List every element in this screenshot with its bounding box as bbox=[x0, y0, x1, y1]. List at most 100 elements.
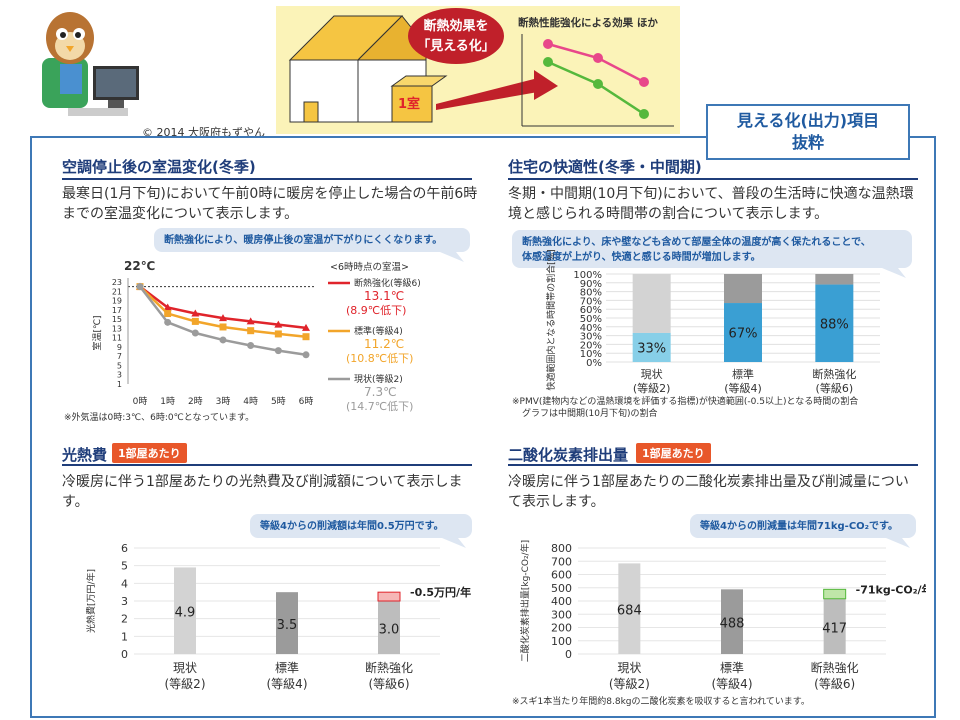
banner-bubble-line2: 「見える化」 bbox=[417, 38, 495, 54]
data-point bbox=[246, 317, 255, 325]
mieru-line2: 抜粋 bbox=[791, 133, 824, 152]
x-tick-label: (等級4) bbox=[712, 677, 753, 691]
energy-cost-tag: 1部屋あたり bbox=[112, 443, 187, 463]
content-frame bbox=[30, 136, 936, 718]
copyright-text: © 2014 大阪府もずやん bbox=[142, 126, 265, 139]
y-tick-label: 500 bbox=[551, 582, 572, 595]
y-tick-label: 5 bbox=[121, 560, 128, 573]
banner-bubble-line1: 断熱効果を bbox=[423, 18, 488, 34]
data-label: 3.5 bbox=[277, 618, 298, 633]
reduction-segment bbox=[823, 588, 847, 600]
y-tick-label: 90% bbox=[580, 279, 602, 290]
data-label: 67% bbox=[729, 327, 758, 342]
co2-callout-text: 等級4からの削減量は年間71kg-CO₂です。 bbox=[700, 519, 898, 532]
data-point bbox=[191, 317, 199, 325]
bar bbox=[276, 592, 298, 654]
x-tick-label: 標準 bbox=[732, 367, 754, 381]
y-tick-label: 30% bbox=[580, 332, 602, 343]
room-temp-desc: 最寒日(1月下旬)において午前0時に暖房を停止した場合の午前6時までの室温変化に… bbox=[62, 186, 478, 222]
x-tick-label: 断熱強化 bbox=[811, 660, 859, 675]
energy-cost-rule bbox=[62, 464, 472, 466]
x-tick-label: (等級2) bbox=[165, 677, 206, 691]
energy-cost-callout: 等級4からの削減額は年間0.5万円です。 bbox=[250, 514, 472, 548]
legend-header: <6時時点の室温> bbox=[330, 261, 409, 273]
room-temp-rule bbox=[62, 178, 472, 180]
legend-end-drop: (8.9℃低下) bbox=[346, 304, 406, 317]
y-tick-label: 40% bbox=[580, 323, 602, 334]
mieru-line1: 見える化(出力)項目 bbox=[736, 111, 880, 130]
data-point bbox=[191, 309, 200, 317]
y-tick-label: 3 bbox=[117, 371, 122, 380]
insulation-banner: 1室 断熱効果を 「見える化」 断熱性能強化による効果 ほか bbox=[276, 6, 680, 134]
room-temp-title: 空調停止後の室温変化(冬季) bbox=[62, 158, 256, 176]
y-tick-label: 9 bbox=[117, 343, 122, 352]
bar bbox=[724, 303, 762, 362]
bar bbox=[632, 332, 671, 362]
data-point bbox=[219, 314, 227, 322]
mieru-output-box: 見える化(出力)項目 抜粋 bbox=[706, 104, 910, 160]
x-tick-label: 断熱強化 bbox=[365, 660, 413, 675]
y-tick-label: 700 bbox=[551, 555, 572, 568]
y-tick-label: 6 bbox=[121, 542, 128, 555]
y-tick-label: 4 bbox=[121, 577, 128, 590]
energy-cost-callout-text: 等級4からの削減額は年間0.5万円です。 bbox=[260, 519, 444, 532]
bar-remainder bbox=[724, 274, 762, 304]
y-tick-label: 7 bbox=[117, 352, 122, 361]
data-label: 417 bbox=[822, 621, 847, 636]
comfort-footnote-2: グラフは中間期(10月下旬)の割合 bbox=[522, 409, 658, 419]
y-tick-label: 100% bbox=[573, 270, 602, 281]
data-point bbox=[163, 303, 172, 311]
y-tick-label: 13 bbox=[112, 324, 122, 333]
co2-chart: 等級4からの削減量は年間71kg-CO₂です。01002003004005006… bbox=[519, 514, 926, 691]
data-point bbox=[191, 329, 199, 337]
bar bbox=[815, 284, 854, 362]
x-tick-label: (等級6) bbox=[814, 677, 855, 691]
data-point bbox=[274, 330, 282, 338]
y-tick-label: 70% bbox=[580, 296, 602, 307]
room-label: 1室 bbox=[398, 96, 420, 112]
mascot-illustration bbox=[42, 12, 139, 116]
y-tick-label: 800 bbox=[551, 542, 572, 555]
y-tick-label: 10% bbox=[580, 349, 602, 360]
bar bbox=[823, 598, 846, 654]
room-temp-callout-text: 断熱強化により、暖房停止後の室温が下がりにくくなります。 bbox=[164, 233, 442, 246]
y-axis-label: 快適範囲内となる時間帯の割合[%] bbox=[545, 249, 557, 390]
energy-cost-title: 光熱費 bbox=[62, 446, 108, 464]
x-tick-label: (等級6) bbox=[816, 381, 854, 395]
y-tick-label: 1 bbox=[117, 380, 122, 389]
x-tick-label: (等級2) bbox=[609, 677, 650, 691]
y-tick-label: 19 bbox=[112, 297, 122, 306]
y-tick-label: 0% bbox=[586, 358, 602, 369]
x-tick-label: (等級2) bbox=[633, 381, 671, 395]
bar bbox=[174, 567, 196, 654]
x-tick-label: 5時 bbox=[271, 396, 286, 407]
data-label: 684 bbox=[617, 604, 642, 619]
y-tick-label: 300 bbox=[551, 608, 572, 621]
data-label: 33% bbox=[637, 341, 666, 356]
y-tick-label: 17 bbox=[112, 306, 122, 315]
co2-desc: 冷暖房に伴う1部屋あたりの二酸化炭素排出量及び削減量について表示します。 bbox=[508, 474, 909, 510]
y-tick-label: 15 bbox=[112, 315, 122, 324]
y-tick-label: 80% bbox=[580, 288, 602, 299]
legend-entry: 標準(等級4) bbox=[354, 325, 403, 337]
bar-remainder bbox=[815, 274, 854, 285]
y-tick-label: 400 bbox=[551, 595, 572, 608]
x-tick-label: 断熱強化 bbox=[812, 367, 856, 381]
y-tick-label: 11 bbox=[112, 334, 122, 343]
y-axis-label: 二酸化炭素排出量[kg-CO₂/年] bbox=[519, 540, 531, 662]
data-label: 4.9 bbox=[175, 606, 196, 621]
data-point bbox=[247, 327, 255, 335]
data-point bbox=[302, 323, 310, 331]
data-label: 488 bbox=[720, 617, 745, 632]
room-temp-callout: 断熱強化により、暖房停止後の室温が下がりにくくなります。 bbox=[154, 228, 470, 262]
reduction-segment bbox=[377, 591, 401, 602]
y-axis-label: 光熱費[万円/年] bbox=[85, 569, 97, 633]
y-tick-label: 2 bbox=[121, 613, 128, 626]
room-temp-chart: 断熱強化により、暖房停止後の室温が下がりにくくなります。22℃135791113… bbox=[64, 228, 470, 423]
x-tick-label: 6時 bbox=[299, 396, 314, 407]
co2-rule bbox=[508, 464, 918, 466]
comfort-title: 住宅の快適性(冬季・中間期) bbox=[508, 158, 702, 176]
y-tick-label: 0 bbox=[565, 648, 572, 661]
x-tick-label: 4時 bbox=[243, 396, 258, 407]
legend-entry: 現状(等級2) bbox=[354, 373, 403, 385]
